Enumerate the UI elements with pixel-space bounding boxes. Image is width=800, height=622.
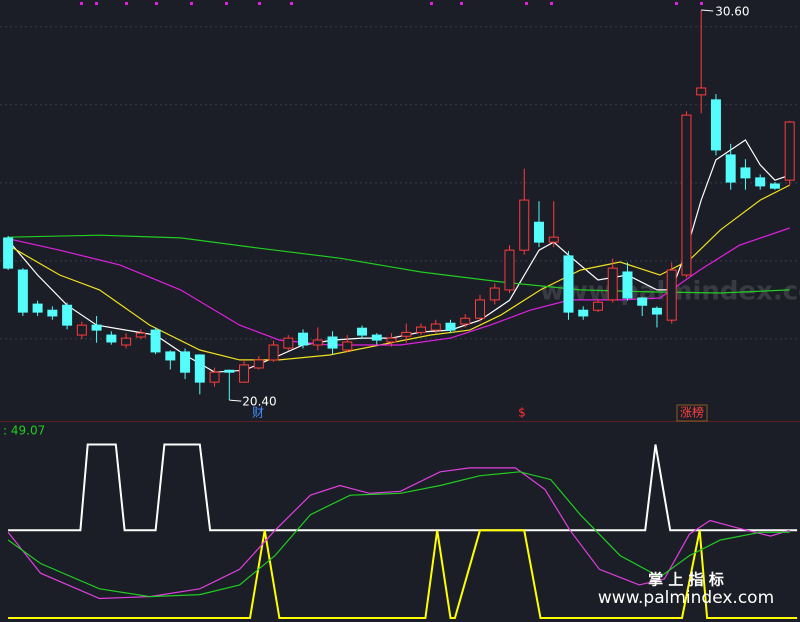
line bbox=[7, 471, 790, 598]
candle-body bbox=[504, 249, 515, 291]
candle-body bbox=[253, 359, 264, 369]
candle-body bbox=[445, 322, 456, 331]
candle-body bbox=[91, 324, 102, 331]
candle-body bbox=[17, 269, 28, 313]
candle-body bbox=[47, 309, 58, 317]
candle-body bbox=[357, 327, 368, 336]
candle-body bbox=[194, 354, 205, 383]
marker-dot bbox=[550, 2, 553, 5]
candle-body bbox=[533, 221, 544, 243]
annotation-arrow bbox=[701, 9, 714, 12]
candle-body bbox=[607, 267, 618, 301]
marker-dot bbox=[675, 2, 678, 5]
marker-dot bbox=[190, 2, 193, 5]
candle-body bbox=[371, 334, 382, 341]
candle-body bbox=[386, 337, 397, 343]
candle-body bbox=[592, 301, 603, 311]
event-label: 财 bbox=[252, 406, 264, 420]
brand: 掌 上 指 标 bbox=[648, 571, 724, 589]
candle-body bbox=[342, 341, 353, 351]
marker-dot bbox=[430, 2, 433, 5]
site: www.palmindex.com bbox=[598, 588, 774, 608]
annotation: 20.40 bbox=[242, 395, 276, 409]
candle-body bbox=[135, 332, 146, 338]
candle-body bbox=[268, 344, 279, 361]
candle-body bbox=[475, 299, 485, 319]
candle-body bbox=[180, 351, 191, 373]
candle-body bbox=[740, 167, 751, 179]
candle-body bbox=[165, 351, 176, 361]
candle-body bbox=[681, 114, 692, 276]
candle-body bbox=[3, 237, 14, 269]
annotation-arrow bbox=[229, 399, 242, 402]
candle-body bbox=[298, 332, 309, 346]
marker-dot bbox=[290, 2, 293, 5]
marker-dot bbox=[95, 2, 98, 5]
candle-body bbox=[651, 307, 662, 315]
candle-body bbox=[121, 337, 132, 346]
candle-body bbox=[489, 287, 500, 301]
marker-dot bbox=[258, 2, 261, 5]
candle-body bbox=[401, 331, 412, 337]
candle-body bbox=[224, 369, 235, 373]
candle-body bbox=[696, 87, 707, 96]
candle-body bbox=[548, 236, 559, 243]
top-markers bbox=[80, 2, 703, 5]
marker-dot bbox=[525, 2, 528, 5]
marker-dot bbox=[125, 2, 128, 5]
candle-body bbox=[769, 183, 780, 189]
candle-body bbox=[578, 309, 589, 317]
indicator-label: : 49.07 bbox=[3, 424, 45, 438]
candle-body bbox=[239, 364, 250, 383]
candle-body bbox=[666, 269, 677, 321]
candle-body bbox=[430, 323, 441, 331]
candle-body bbox=[106, 334, 117, 343]
candle-body bbox=[725, 154, 736, 183]
candle-body bbox=[622, 271, 633, 299]
marker-dot bbox=[225, 2, 228, 5]
candle-body bbox=[32, 303, 43, 313]
marker-dot bbox=[80, 2, 83, 5]
event-box bbox=[676, 404, 708, 422]
candle-body bbox=[519, 199, 530, 251]
candle-body bbox=[312, 339, 323, 346]
candle-body bbox=[416, 326, 427, 333]
candle-body bbox=[563, 255, 574, 313]
line bbox=[8, 443, 798, 532]
event-label: 涨榜 bbox=[680, 405, 704, 420]
candle-body bbox=[710, 99, 721, 151]
candle-body bbox=[460, 317, 471, 325]
marker-dot bbox=[155, 2, 158, 5]
marker-dot bbox=[460, 2, 463, 5]
candle-body bbox=[209, 371, 220, 383]
marker-dot bbox=[700, 2, 703, 5]
line bbox=[7, 467, 790, 600]
candle-body bbox=[755, 177, 766, 187]
candle-body bbox=[150, 329, 161, 353]
candle-body bbox=[784, 121, 795, 181]
candle-body bbox=[283, 337, 294, 349]
candle-body bbox=[327, 336, 338, 349]
candle-body bbox=[76, 324, 87, 336]
candle-body bbox=[637, 297, 648, 306]
event-label: $ bbox=[518, 406, 526, 420]
annotation: 30.60 bbox=[715, 4, 749, 18]
candle-body bbox=[62, 304, 73, 326]
